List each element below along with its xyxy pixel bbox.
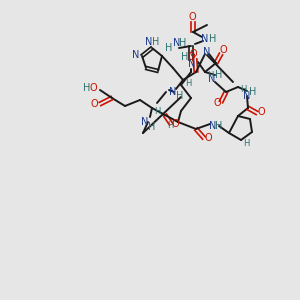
Text: O: O <box>187 52 195 62</box>
Text: H: H <box>83 83 91 93</box>
Text: N: N <box>201 34 209 44</box>
Text: O: O <box>89 83 97 93</box>
Text: O: O <box>257 107 265 117</box>
Text: O: O <box>189 49 197 59</box>
Text: H: H <box>152 37 160 47</box>
Text: H: H <box>240 85 246 94</box>
Text: H: H <box>181 52 189 62</box>
Text: N: N <box>188 59 196 69</box>
Text: N: N <box>208 74 216 84</box>
Text: N: N <box>145 37 153 47</box>
Text: N: N <box>243 91 251 101</box>
Text: H: H <box>215 121 223 131</box>
Text: N: N <box>169 87 177 97</box>
Text: O: O <box>219 45 227 55</box>
Text: H: H <box>167 122 173 130</box>
Text: O: O <box>213 98 221 108</box>
Text: O: O <box>188 12 196 22</box>
Text: H: H <box>209 34 217 44</box>
Text: H: H <box>165 43 173 53</box>
Text: N: N <box>141 117 149 127</box>
Text: N: N <box>132 50 140 60</box>
Text: H: H <box>215 70 223 80</box>
Text: O: O <box>90 99 98 109</box>
Text: H: H <box>249 87 257 97</box>
Text: N: N <box>209 121 217 131</box>
Text: O: O <box>204 133 212 143</box>
Text: H: H <box>185 80 191 88</box>
Text: H: H <box>207 71 213 80</box>
Text: H: H <box>176 91 184 101</box>
Text: H: H <box>154 106 160 116</box>
Text: O: O <box>171 119 179 129</box>
Text: N: N <box>173 38 181 48</box>
Text: H: H <box>179 38 187 48</box>
Text: H: H <box>148 122 156 132</box>
Text: N: N <box>203 47 211 57</box>
Text: H: H <box>243 140 249 148</box>
